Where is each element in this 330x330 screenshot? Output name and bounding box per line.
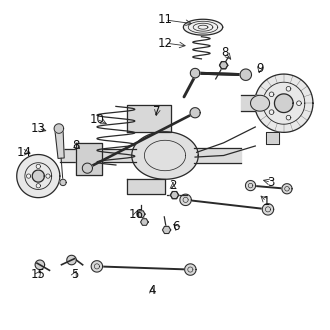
Polygon shape (240, 69, 251, 81)
Text: 15: 15 (31, 268, 46, 281)
Text: 3: 3 (267, 176, 275, 189)
Polygon shape (141, 219, 148, 225)
Text: 11: 11 (157, 14, 173, 26)
Polygon shape (127, 105, 171, 132)
Polygon shape (286, 86, 291, 91)
Polygon shape (91, 261, 103, 272)
Polygon shape (183, 19, 223, 35)
Polygon shape (180, 194, 191, 206)
Polygon shape (241, 95, 255, 111)
Polygon shape (132, 132, 198, 179)
Polygon shape (185, 264, 196, 275)
Polygon shape (250, 95, 270, 111)
Polygon shape (32, 170, 44, 182)
Polygon shape (137, 211, 145, 217)
Text: 16: 16 (129, 208, 144, 220)
Polygon shape (46, 174, 50, 178)
Text: 6: 6 (172, 220, 180, 233)
Polygon shape (269, 110, 274, 115)
Polygon shape (255, 74, 313, 132)
Text: 10: 10 (89, 113, 104, 125)
Text: 8: 8 (221, 46, 229, 59)
Polygon shape (286, 115, 291, 120)
Polygon shape (54, 124, 64, 133)
Polygon shape (76, 143, 102, 175)
Polygon shape (55, 128, 64, 158)
Polygon shape (269, 92, 274, 97)
Polygon shape (190, 108, 200, 118)
Polygon shape (17, 154, 60, 198)
Polygon shape (35, 260, 45, 270)
Text: 14: 14 (16, 146, 32, 159)
Polygon shape (297, 101, 301, 106)
Text: 8: 8 (73, 140, 80, 152)
Text: 1: 1 (263, 195, 270, 208)
Polygon shape (246, 181, 256, 191)
Polygon shape (219, 62, 228, 69)
Polygon shape (266, 132, 279, 145)
Text: 2: 2 (169, 179, 177, 192)
Polygon shape (60, 149, 137, 162)
Polygon shape (193, 148, 241, 163)
Polygon shape (219, 62, 228, 69)
Polygon shape (36, 183, 41, 188)
Polygon shape (162, 226, 171, 234)
Polygon shape (170, 191, 179, 199)
Polygon shape (82, 163, 92, 173)
Text: 4: 4 (148, 284, 156, 297)
Polygon shape (67, 255, 76, 265)
Polygon shape (190, 68, 200, 78)
Polygon shape (127, 179, 165, 193)
Text: 7: 7 (153, 105, 161, 117)
Text: 5: 5 (71, 268, 79, 281)
Polygon shape (275, 94, 293, 113)
Polygon shape (282, 184, 292, 194)
Text: 12: 12 (157, 37, 173, 50)
Polygon shape (262, 204, 274, 215)
Polygon shape (60, 179, 66, 185)
Polygon shape (26, 174, 31, 178)
Text: 13: 13 (31, 122, 46, 135)
Polygon shape (170, 191, 179, 199)
Polygon shape (36, 164, 41, 169)
Text: 9: 9 (256, 62, 264, 75)
